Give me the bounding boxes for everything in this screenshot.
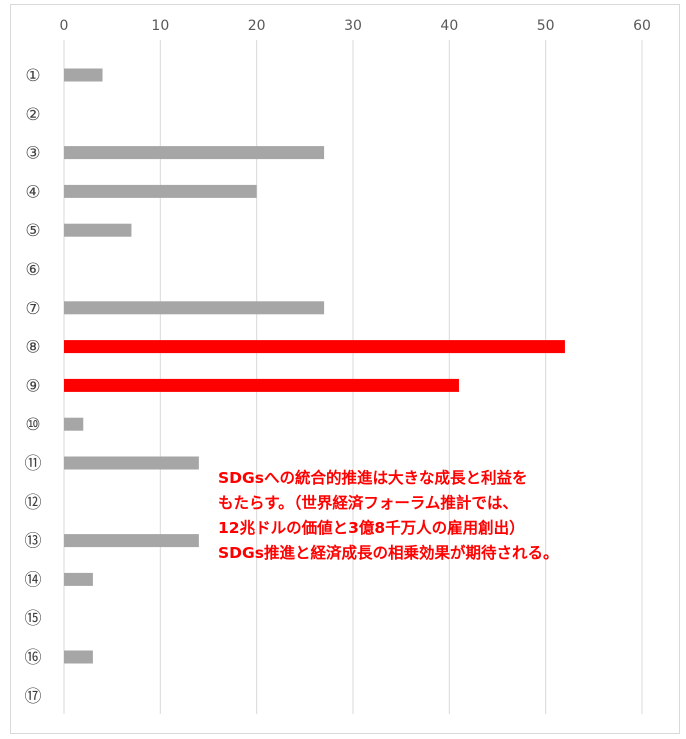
y-category-label: ⑬: [25, 532, 42, 552]
x-tick-label: 30: [344, 18, 362, 34]
y-category-label: ⑭: [25, 570, 42, 590]
bar-9: [64, 378, 459, 392]
bar-1: [64, 68, 103, 82]
y-category-label: ⑥: [25, 260, 40, 280]
annotation-line-3: 12兆ドルの価値と3億8千万人の雇用創出）: [218, 519, 525, 537]
x-axis-ticks: 0 10 20 30 40 50 60: [60, 18, 651, 34]
bar-7: [64, 301, 325, 315]
y-category-label: ④: [25, 182, 40, 202]
y-category-label: ⑪: [25, 454, 42, 474]
x-tick-label: 40: [440, 18, 458, 34]
y-category-label: ⑤: [25, 221, 40, 241]
bar-16: [64, 650, 93, 664]
x-tick-label: 0: [60, 18, 69, 34]
bar-14: [64, 572, 93, 586]
chart-annotation: SDGsへの統合的推進は大きな成長と利益を もたらす。（世界経済フォーラム推計で…: [218, 466, 558, 566]
y-category-label: ⑧: [25, 338, 40, 358]
bar-3: [64, 146, 325, 160]
y-category-label: ⑨: [25, 376, 40, 396]
bar-11: [64, 456, 199, 470]
x-tick-label: 20: [248, 18, 266, 34]
y-category-label: ⑩: [25, 415, 40, 435]
bar-4: [64, 184, 257, 198]
y-category-label: ⑫: [25, 493, 42, 513]
x-tick-label: 10: [151, 18, 169, 34]
y-category-label: ②: [25, 105, 40, 125]
y-category-label: ⑦: [25, 299, 40, 319]
y-category-label: ⑰: [25, 687, 42, 707]
y-category-label: ⑮: [25, 609, 42, 629]
x-tick-label: 60: [633, 18, 651, 34]
bar-8: [64, 340, 565, 354]
bar-5: [64, 223, 132, 237]
chart-frame: [10, 4, 680, 734]
y-category-label: ③: [25, 144, 40, 164]
annotation-line-2: もたらす。（世界経済フォーラム推計では、: [218, 494, 518, 512]
bar-10: [64, 417, 84, 431]
annotation-line-4: SDGs推進と経済成長の相乗効果が期待される。: [218, 544, 559, 562]
bar-13: [64, 534, 199, 548]
y-category-label: ①: [25, 66, 40, 86]
grid-lines: [63, 40, 643, 714]
y-category-label: ⑯: [25, 648, 42, 668]
x-tick-label: 50: [537, 18, 555, 34]
annotation-line-1: SDGsへの統合的推進は大きな成長と利益を: [218, 469, 528, 487]
y-axis-categories: ① ② ③ ④ ⑤ ⑥ ⑦ ⑧ ⑨ ⑩ ⑪ ⑫ ⑬ ⑭ ⑮ ⑯ ⑰: [25, 66, 42, 707]
bars: [64, 68, 565, 664]
